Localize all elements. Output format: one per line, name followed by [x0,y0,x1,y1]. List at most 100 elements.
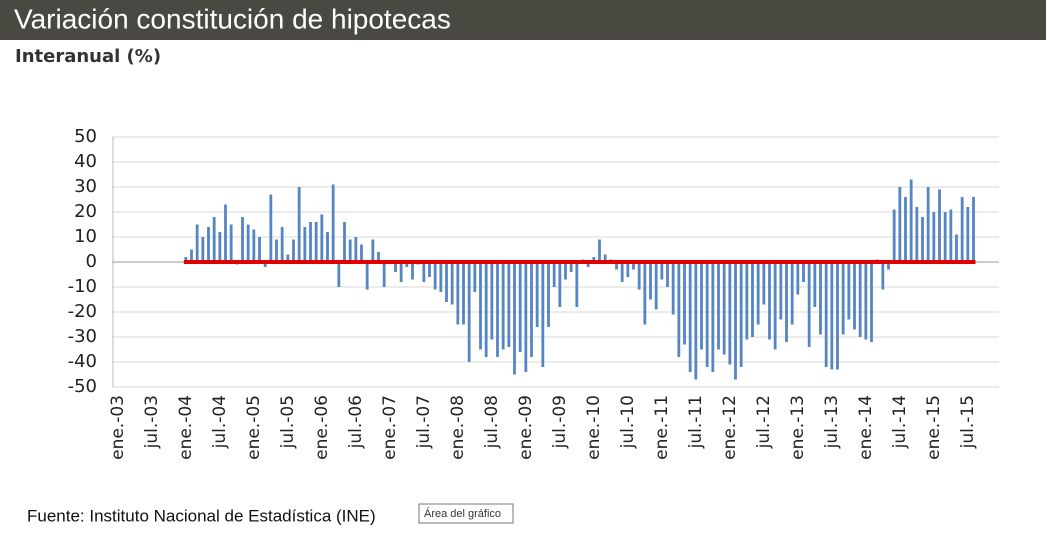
bar [518,262,522,352]
bar [620,262,624,282]
bar [297,187,301,262]
bar [411,262,414,280]
bar [314,222,318,262]
title-bar [0,0,1046,40]
bar [836,262,839,370]
bar [331,184,335,262]
bar [592,257,596,262]
y-tick-label: -10 [68,276,97,297]
x-tick-label: jul.-13 [822,395,842,449]
x-tick-label: jul.-06 [346,395,366,449]
bar [337,262,341,287]
bar [541,262,545,367]
bar [671,262,675,315]
y-tick-label: 30 [74,176,97,197]
bar [535,262,539,327]
bar [280,227,284,262]
bar [847,262,851,320]
chart-title: Variación constitución de hipotecas [14,3,451,34]
bar [513,262,516,375]
bar [501,262,505,350]
bar [462,262,465,325]
bar [564,262,567,280]
bar [399,262,403,282]
bar [456,262,460,325]
bar [547,262,550,327]
x-tick-label: ene.-13 [788,395,808,460]
bar [190,249,193,262]
x-tick-label: jul.-03 [142,395,162,449]
x-tick-label: jul.-08 [482,395,502,449]
bar [694,262,698,380]
bar [218,232,222,262]
x-tick-label: jul.-15 [958,395,978,449]
bar [269,194,273,262]
bar [745,262,749,340]
bar [530,262,533,357]
bar [649,262,652,300]
bar [904,197,907,262]
y-tick-label: -40 [68,351,97,372]
x-tick-label: jul.-10 [618,395,638,449]
bar [632,262,635,270]
bar [853,262,856,330]
x-tick-label: ene.-09 [516,395,536,460]
bar [258,237,261,262]
x-tick-label: ene.-15 [924,395,944,460]
bar [711,262,715,372]
x-tick-label: ene.-03 [108,395,128,460]
bar [943,212,947,262]
bar [955,234,958,262]
y-tick-label: 0 [86,251,97,272]
bar [858,262,862,337]
x-tick-label: ene.-06 [312,395,332,460]
bar [898,187,902,262]
bar [677,262,681,357]
x-tick-label: ene.-14 [856,395,876,460]
bar [700,262,703,350]
x-tick-label: jul.-04 [210,395,230,449]
bar [615,262,618,270]
bar [824,262,828,367]
x-tick-label: ene.-12 [720,395,740,460]
bar [921,217,924,262]
bar [683,262,686,345]
x-tick-label: ene.-07 [380,395,400,460]
y-tick-label: -20 [68,301,97,322]
bar [445,262,448,302]
bar [756,262,760,325]
bar [246,224,250,262]
bar [909,179,913,262]
x-tick-label: ene.-04 [176,395,196,460]
bar [575,262,579,307]
tooltip-text: Área del gráfico [424,507,501,520]
bar [688,262,692,372]
bar [348,239,352,262]
bar [343,222,346,262]
bar [433,262,437,290]
x-tick-label: jul.-11 [686,395,706,449]
bar [660,262,664,280]
bar [229,224,233,262]
y-tick-label: -30 [68,326,97,347]
bar [371,239,375,262]
bar [938,189,941,262]
bar [490,262,494,340]
bar [864,262,868,340]
bar [892,209,896,262]
bar [762,262,766,305]
bar [473,262,477,292]
bar [292,239,295,262]
bar [773,262,777,350]
y-tick-label: -50 [68,376,97,397]
bar [428,262,431,277]
bar [717,262,720,350]
x-tick-label: jul.-14 [890,395,910,449]
x-tick-label: ene.-11 [652,395,672,460]
bar [887,262,890,270]
bar [354,237,358,262]
bar [751,262,754,337]
bar [212,217,216,262]
y-tick-label: 20 [74,201,97,222]
